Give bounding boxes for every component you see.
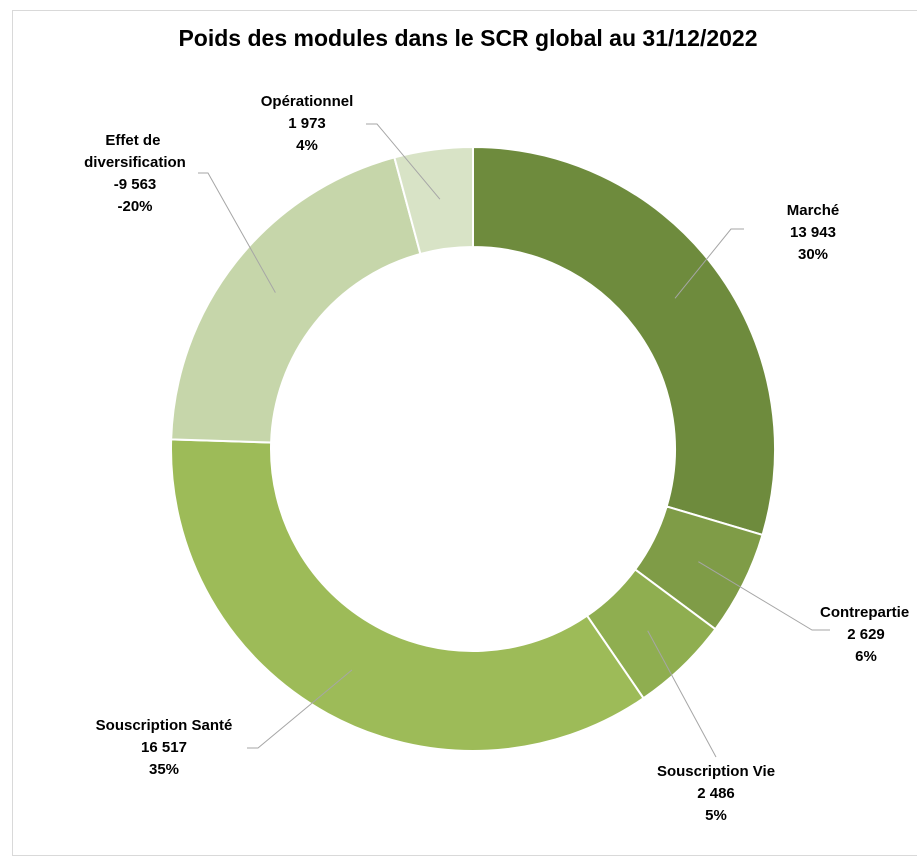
label-name-line-2: diversification <box>84 154 186 171</box>
label-name: Souscription Vie <box>657 763 775 780</box>
slice-operationnel <box>393 145 474 256</box>
label-percent: -20% <box>117 198 152 215</box>
data-label-souscription-vie: Souscription Vie 2 486 5% <box>657 763 775 824</box>
donut-slices <box>170 145 776 752</box>
leader-lines <box>198 123 830 758</box>
data-label-operationnel: Opérationnel 1 973 4% <box>261 93 354 154</box>
label-name: Marché <box>787 202 840 219</box>
label-percent: 4% <box>296 137 318 154</box>
label-value: -9 563 <box>114 176 157 193</box>
data-label-contrepartie: Contrepartie 2 629 6% <box>820 604 909 665</box>
label-percent: 35% <box>149 761 179 778</box>
leader-effet-diversification <box>198 172 276 293</box>
slice-marche <box>472 145 776 537</box>
leader-souscription-sante <box>247 669 353 749</box>
leader-operationnel <box>366 123 441 200</box>
label-value: 13 943 <box>790 224 836 241</box>
slice-souscription-sante <box>170 438 645 752</box>
data-label-marche: Marché 13 943 30% <box>787 202 840 263</box>
label-name-line-1: Effet de <box>105 132 160 149</box>
label-name: Souscription Santé <box>96 717 233 734</box>
label-value: 2 486 <box>697 785 735 802</box>
label-name: Contrepartie <box>820 604 909 621</box>
label-percent: 30% <box>798 246 828 263</box>
label-name: Opérationnel <box>261 93 354 110</box>
data-label-souscription-sante: Souscription Santé 16 517 35% <box>96 717 233 778</box>
label-value: 16 517 <box>141 739 187 756</box>
slice-effet-diversification <box>170 156 422 444</box>
leader-marche <box>674 228 744 299</box>
leader-contrepartie <box>698 561 830 631</box>
leader-souscription-vie <box>647 630 717 758</box>
chart-title: Poids des modules dans le SCR global au … <box>178 25 757 51</box>
label-percent: 5% <box>705 807 727 824</box>
label-percent: 6% <box>855 648 877 665</box>
label-value: 2 629 <box>847 626 885 643</box>
data-label-effet-diversification: Effet de diversification -9 563 -20% <box>84 132 186 215</box>
label-name: Effet de diversification <box>84 132 186 171</box>
label-value: 1 973 <box>288 115 326 132</box>
